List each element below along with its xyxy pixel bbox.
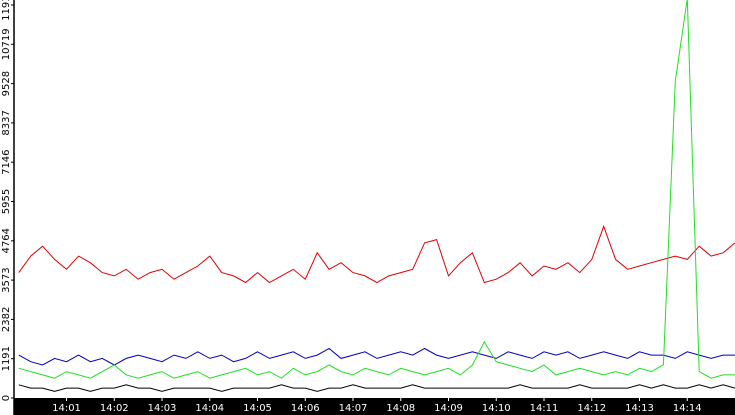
x-tick-label: 14:01 (52, 403, 81, 414)
y-tick-label: 7146 (1, 149, 12, 174)
x-axis-bar (14, 398, 735, 415)
y-tick-label: 2382 (1, 307, 12, 332)
y-tick-label: 8337 (1, 110, 12, 135)
x-tick-label: 14:04 (195, 403, 224, 414)
x-tick-label: 14:14 (673, 403, 702, 414)
x-tick-label: 14:09 (434, 403, 463, 414)
series-line (18, 0, 735, 379)
series-line (18, 347, 735, 366)
series-line (18, 224, 735, 284)
x-tick-label: 14:06 (291, 403, 320, 414)
x-tick-label: 14:12 (577, 403, 606, 414)
x-tick-label: 14:03 (148, 403, 177, 414)
y-tick-label: 5955 (1, 189, 12, 214)
y-tick-label: 11910 (1, 0, 12, 21)
x-tick-label: 14:10 (482, 403, 511, 414)
x-tick-label: 14:13 (625, 403, 654, 414)
y-tick-label: 0 (1, 395, 12, 401)
plot-area (18, 0, 735, 392)
x-tick-label: 14:08 (386, 403, 415, 414)
y-tick-label: 10719 (1, 28, 12, 60)
x-tick-label: 14:11 (530, 403, 559, 414)
y-tick-label: 1191 (1, 346, 12, 371)
series-line (18, 384, 735, 392)
x-tick-label: 14:07 (339, 403, 368, 414)
x-tick-label: 14:02 (100, 403, 129, 414)
y-tick-label: 3573 (1, 267, 12, 292)
x-tick-label: 14:05 (243, 403, 272, 414)
y-tick-label: 4764 (1, 228, 12, 253)
y-tick-label: 9528 (1, 71, 12, 96)
